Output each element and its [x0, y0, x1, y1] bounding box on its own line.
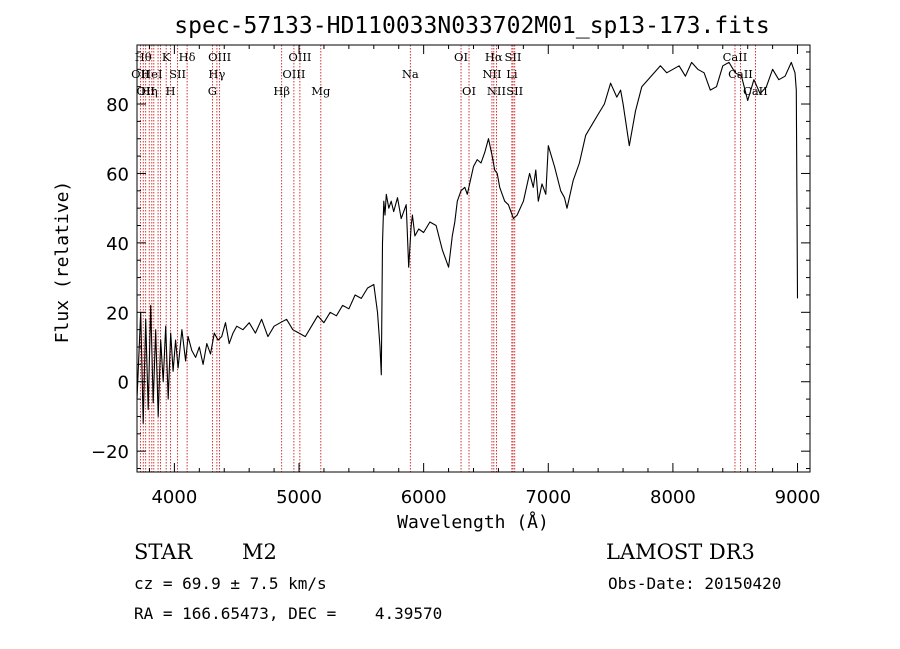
line-marker-label: NII: [482, 67, 501, 81]
emission-line-labels: OIIHθOIIHηHeIKHSIIHδGHγOIIIHβOIIIOIIIMgN…: [131, 50, 768, 98]
y-tick-label: 60: [106, 164, 129, 185]
plot-frame: [136, 44, 811, 473]
line-marker-label: K: [162, 50, 171, 64]
redshift-readout: cz = 69.9 ± 7.5 km/s: [134, 574, 327, 593]
x-tick-label: 7000: [525, 487, 571, 508]
line-marker-label: Li: [506, 67, 518, 81]
line-marker-label: OII: [131, 67, 150, 81]
coordinates-readout: RA = 166.65473, DEC = 4.39570: [134, 604, 443, 623]
object-class: STAR: [134, 540, 193, 564]
chart-title: spec-57133-HD110033N033702M01_sp13-173.f…: [174, 13, 769, 39]
line-marker-label: Hθ: [135, 50, 152, 64]
line-marker-label: Hη: [141, 84, 158, 98]
y-axis-label: Flux (relative): [52, 181, 73, 344]
emission-line-markers: [139, 45, 756, 472]
line-marker-label: SII: [505, 50, 522, 64]
line-marker-label: OII: [136, 84, 155, 98]
survey-name: LAMOST DR3: [606, 540, 755, 564]
line-marker-label: HeI: [141, 67, 162, 81]
line-marker-label: CaII: [728, 67, 753, 81]
y-axis-ticks: −20 0 20 40 60 80: [91, 51, 810, 470]
line-marker-label: OIII: [288, 50, 311, 64]
line-marker-label: SII: [506, 84, 523, 98]
line-marker-label: G: [208, 84, 217, 98]
spectrum-line: [136, 61, 799, 424]
line-marker-label: OIII: [282, 67, 305, 81]
line-marker-label: OIII: [208, 50, 231, 64]
line-marker-label: OI: [462, 84, 476, 98]
line-marker-label: NII: [487, 84, 506, 98]
line-marker-label: OI: [454, 50, 468, 64]
line-marker-label: H: [166, 84, 176, 98]
y-tick-label: 20: [106, 303, 129, 324]
x-axis-label: Wavelength (Å): [397, 511, 549, 533]
y-tick-label: 80: [106, 95, 129, 116]
x-tick-label: 4000: [151, 487, 197, 508]
line-marker-label: Hα: [485, 50, 503, 64]
y-tick-label: 40: [106, 234, 129, 255]
x-tick-label: 6000: [401, 487, 447, 508]
line-marker-label: SII: [169, 67, 186, 81]
observation-date: Obs-Date: 20150420: [608, 574, 782, 593]
x-tick-label: 5000: [276, 487, 322, 508]
line-marker-label: Hγ: [208, 67, 225, 81]
line-marker-label: Hβ: [273, 84, 290, 98]
x-tick-label: 8000: [650, 487, 696, 508]
x-tick-label: 9000: [775, 487, 821, 508]
object-subclass: M2: [242, 540, 277, 564]
x-axis-ticks: 4000 5000 6000 7000 8000 9000: [148, 45, 821, 508]
line-marker-label: Hδ: [179, 50, 196, 64]
y-tick-label: −20: [91, 442, 129, 463]
y-tick-label: 0: [118, 373, 129, 394]
line-marker-label: Na: [402, 67, 419, 81]
line-marker-label: CaII: [723, 50, 748, 64]
line-marker-label: Mg: [311, 84, 331, 98]
